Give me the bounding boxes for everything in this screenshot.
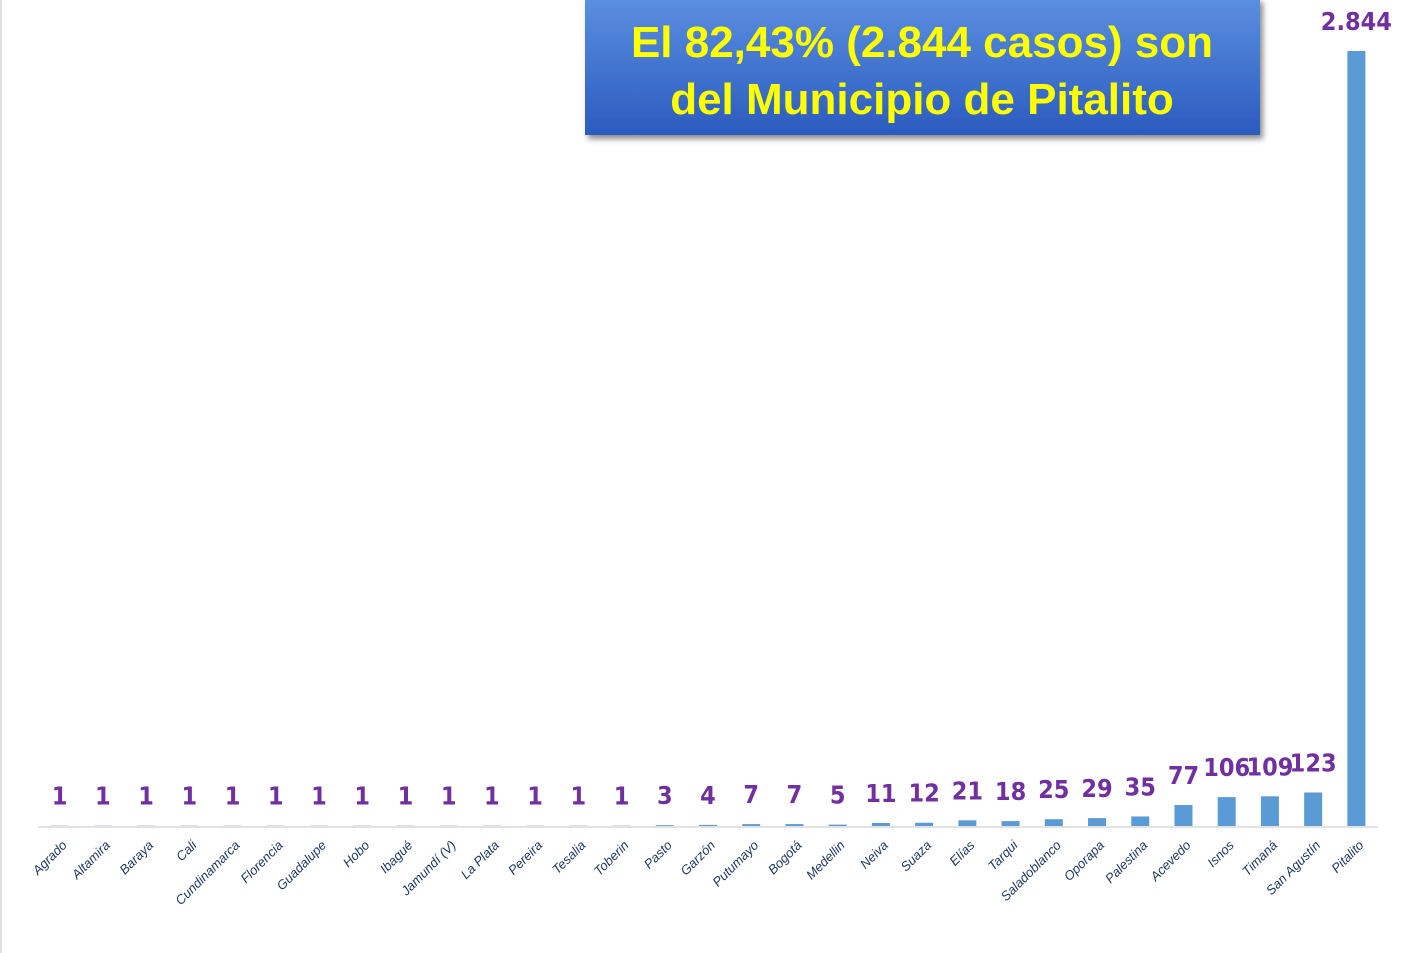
bar xyxy=(1217,797,1236,826)
bar xyxy=(785,824,804,826)
data-label: 7 xyxy=(743,780,759,809)
data-label: 1 xyxy=(484,782,500,811)
data-label: 1 xyxy=(268,782,284,811)
x-tick-label: Elías xyxy=(946,837,977,868)
data-label: 1 xyxy=(181,782,197,811)
data-label: 5 xyxy=(830,781,846,810)
x-tick-label: Acevedo xyxy=(1147,838,1194,885)
bar xyxy=(958,820,977,826)
bar xyxy=(1174,805,1193,826)
data-label: 1 xyxy=(527,782,543,811)
x-tick-label: Baraya xyxy=(116,838,156,878)
data-label: 1 xyxy=(311,782,327,811)
data-label: 7 xyxy=(787,780,803,809)
x-tick-label: La Plata xyxy=(458,838,502,882)
data-label: 4 xyxy=(700,781,716,810)
annotation: del Municipio de Pitalito xyxy=(670,75,1174,124)
bar xyxy=(1044,819,1063,826)
data-label: 25 xyxy=(1038,775,1069,804)
x-tick-label: Ibagué xyxy=(377,838,416,877)
data-label: 2.844 xyxy=(1321,7,1392,36)
bar xyxy=(915,822,934,826)
x-tick-label: Timaná xyxy=(1239,838,1280,879)
x-tick-label: Isnos xyxy=(1204,837,1237,870)
x-tick-label: Palestina xyxy=(1102,838,1150,886)
bar xyxy=(699,824,717,826)
x-tick-label: Toberin xyxy=(591,838,632,879)
data-label: 18 xyxy=(995,777,1026,806)
x-tick-label: Oporapa xyxy=(1061,838,1107,884)
x-tick-label: Neiva xyxy=(857,838,891,872)
x-tick-label: Tarqui xyxy=(985,837,1022,874)
data-label: 11 xyxy=(865,779,896,808)
bar xyxy=(655,825,674,826)
bar xyxy=(1131,816,1150,826)
x-tick-label: Medellin xyxy=(803,838,848,883)
data-label: 1 xyxy=(354,782,370,811)
data-label: 106 xyxy=(1203,753,1250,782)
x-tick-label: Pereira xyxy=(505,838,545,878)
x-tick-label: Hobo xyxy=(340,838,373,871)
data-label: 1 xyxy=(441,782,457,811)
bar xyxy=(1260,796,1279,826)
data-label: 1 xyxy=(570,782,586,811)
data-label: 1 xyxy=(225,782,241,811)
x-tick-label: Altamira xyxy=(68,838,113,883)
data-label: 1 xyxy=(52,782,68,811)
bar xyxy=(871,823,890,826)
x-tick-label: Tesalia xyxy=(549,838,588,877)
data-label: 77 xyxy=(1168,761,1199,790)
data-label: 29 xyxy=(1081,774,1112,803)
x-tick-label: Agrado xyxy=(29,838,70,879)
data-label: 12 xyxy=(908,779,939,808)
x-tick-label: Bogotá xyxy=(765,838,805,878)
annotation-box xyxy=(585,0,1260,135)
data-label: 1 xyxy=(614,782,630,811)
data-label: 1 xyxy=(95,782,111,811)
data-label: 1 xyxy=(138,782,154,811)
x-tick-label: Suaza xyxy=(898,838,935,875)
bar xyxy=(1001,821,1020,826)
x-tick-label: Pitalito xyxy=(1328,838,1366,876)
data-label: 109 xyxy=(1246,752,1293,781)
x-tick-label: Garzón xyxy=(677,838,718,879)
bar xyxy=(1347,51,1366,826)
bar xyxy=(742,824,761,826)
data-label: 1 xyxy=(398,782,414,811)
bar xyxy=(828,824,847,826)
x-tick-label: Putumayo xyxy=(709,838,761,890)
data-label: 21 xyxy=(952,776,983,805)
x-tick-label: Pasto xyxy=(641,838,675,872)
data-label: 35 xyxy=(1125,772,1156,801)
annotation: El 82,43% (2.844 casos) son xyxy=(631,18,1213,67)
bar xyxy=(1304,792,1323,826)
x-tick-label: Cali xyxy=(173,837,200,864)
data-label: 123 xyxy=(1290,748,1337,777)
data-label: 3 xyxy=(657,781,673,810)
bar xyxy=(1088,818,1107,826)
